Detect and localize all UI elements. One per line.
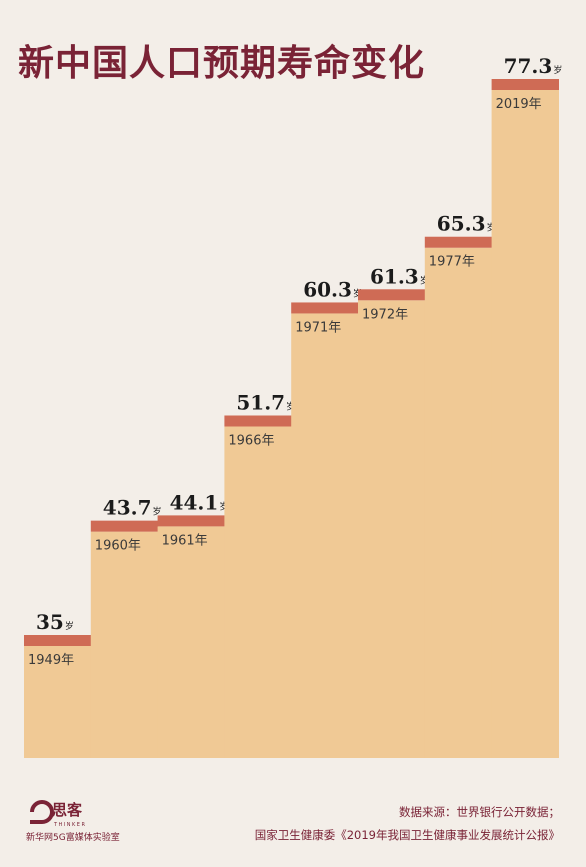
year-label-2: 1961年	[162, 533, 208, 548]
source-line-1: 数据来源：世界银行公开数据；	[399, 805, 560, 819]
bar-3	[224, 426, 292, 758]
year-label-6: 1977年	[429, 255, 475, 270]
svg-text:思客: 思客	[52, 801, 83, 819]
svg-text:THINKER: THINKER	[53, 822, 86, 828]
value-label-0: 35岁	[36, 610, 74, 634]
bar-cap-7	[491, 79, 559, 90]
bar-4	[291, 313, 359, 758]
bar-cap-4	[291, 302, 359, 314]
value-label-2: 44.1岁	[170, 490, 229, 514]
thinker-logo-icon: 思客 THINKER	[30, 800, 86, 828]
bar-5	[358, 300, 426, 758]
year-label-1: 1960年	[95, 539, 141, 554]
bar-cap-3	[224, 415, 292, 427]
value-label-6: 65.3岁	[437, 212, 496, 236]
bar-cap-1	[90, 520, 159, 532]
value-label-3: 51.7岁	[236, 390, 295, 414]
chart-title: 新中国人口预期寿命变化	[18, 42, 426, 84]
bar-6	[424, 247, 493, 758]
value-label-7: 77.3岁	[504, 54, 563, 78]
value-label-4: 60.3岁	[303, 277, 362, 301]
source-line-2: 国家卫生健康委《2019年我国卫生健康事业发展统计公报》	[254, 828, 560, 842]
logo-caption: 新华网5G富媒体实验室	[26, 833, 120, 843]
year-label-0: 1949年	[28, 653, 74, 668]
bar-2	[157, 526, 225, 758]
bar-cap-6	[424, 236, 493, 248]
bar-1	[90, 531, 159, 758]
year-label-5: 1972年	[362, 307, 408, 322]
bar-cap-0	[24, 635, 92, 646]
year-label-3: 1966年	[228, 433, 274, 448]
value-label-5: 61.3岁	[370, 264, 429, 288]
bar-cap-2	[157, 515, 225, 527]
year-label-4: 1971年	[295, 320, 341, 335]
bar-7	[491, 90, 559, 758]
value-label-1: 43.7岁	[103, 496, 162, 520]
bar-cap-5	[358, 289, 426, 301]
bar-0	[24, 646, 92, 758]
year-label-7: 2019年	[496, 97, 542, 112]
